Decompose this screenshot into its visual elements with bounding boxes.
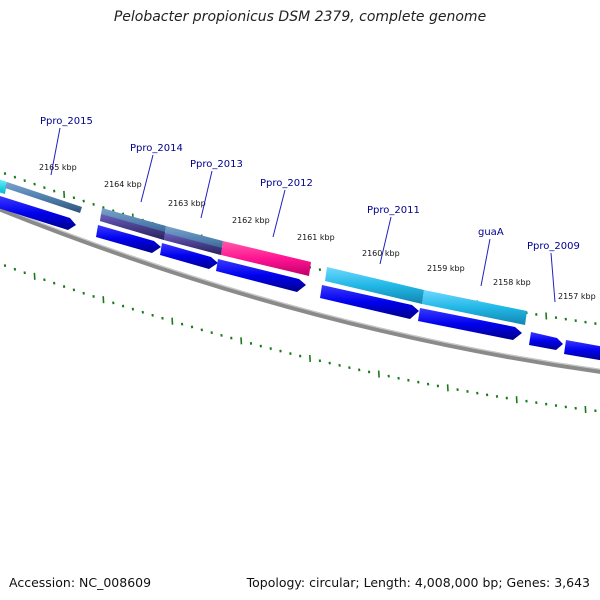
feature-cyan[interactable] — [0, 178, 7, 194]
feature-ppro-2014-lower[interactable] — [100, 214, 165, 240]
cds-ppro-2015[interactable] — [0, 196, 76, 230]
feature-track-upper — [0, 178, 527, 325]
cds-ppro-2009[interactable] — [529, 332, 563, 350]
leader-line — [272, 189, 286, 238]
accession-label: Accession: NC_008609 — [9, 575, 152, 590]
kbp-tick-label: 2157 kbp — [558, 292, 596, 301]
kbp-tick-label: 2158 kbp — [493, 278, 531, 287]
genome-summary: Topology: circular; Length: 4,008,000 bp… — [246, 575, 590, 590]
cds-ppro-2013[interactable] — [160, 243, 218, 269]
leader-line — [50, 127, 61, 176]
gene-label-ppro-2013[interactable]: Ppro_2013 — [190, 159, 243, 170]
cds-ppro-2014[interactable] — [96, 225, 161, 253]
cds-guaa[interactable] — [418, 308, 522, 340]
cds-ppro-2012[interactable] — [216, 259, 306, 292]
gene-label-ppro-2014[interactable]: Ppro_2014 — [130, 143, 183, 154]
leader-line — [379, 216, 392, 265]
feature-ppro-2015[interactable] — [5, 182, 82, 213]
leader-line — [480, 238, 491, 287]
kbp-tick-label: 2165 kbp — [39, 163, 77, 172]
kbp-tick-label: 2163 kbp — [168, 199, 206, 208]
leader-line — [140, 154, 154, 203]
gene-label-ppro-2009[interactable]: Ppro_2009 — [527, 241, 580, 252]
cds-track — [0, 196, 600, 361]
gene-label-guaa[interactable]: guaA — [478, 227, 504, 238]
feature-ppro-2012[interactable] — [221, 241, 311, 276]
kbp-tick-label: 2160 kbp — [362, 249, 400, 258]
tick-ring-inner — [3, 264, 597, 414]
gene-label-ppro-2011[interactable]: Ppro_2011 — [367, 205, 420, 216]
gene-labels: Ppro_2015 Ppro_2014 Ppro_2013 Ppro_2012 … — [40, 116, 580, 252]
gene-label-leaders — [50, 127, 556, 303]
feature-ppro-2013-lower[interactable] — [164, 233, 222, 255]
kbp-tick-label: 2161 kbp — [297, 233, 335, 242]
gene-label-ppro-2012[interactable]: Ppro_2012 — [260, 178, 313, 189]
feature-ppro-2011[interactable] — [325, 267, 424, 304]
cds-ppro-2011[interactable] — [320, 285, 419, 319]
leader-line — [550, 252, 556, 303]
leader-line — [200, 170, 213, 219]
kbp-tick-label: 2164 kbp — [104, 180, 142, 189]
genome-backbone — [0, 206, 600, 374]
map-title: Pelobacter propionicus DSM 2379, complet… — [113, 9, 487, 25]
tick-ring-outer — [3, 172, 597, 325]
kbp-tick-label: 2159 kbp — [427, 264, 465, 273]
feature-guaa[interactable] — [422, 290, 527, 325]
gene-label-ppro-2015[interactable]: Ppro_2015 — [40, 116, 93, 127]
cds-next[interactable] — [564, 340, 600, 361]
kbp-tick-labels: 2165 kbp 2164 kbp 2163 kbp 2162 kbp 2161… — [39, 163, 596, 301]
kbp-tick-label: 2162 kbp — [232, 216, 270, 225]
